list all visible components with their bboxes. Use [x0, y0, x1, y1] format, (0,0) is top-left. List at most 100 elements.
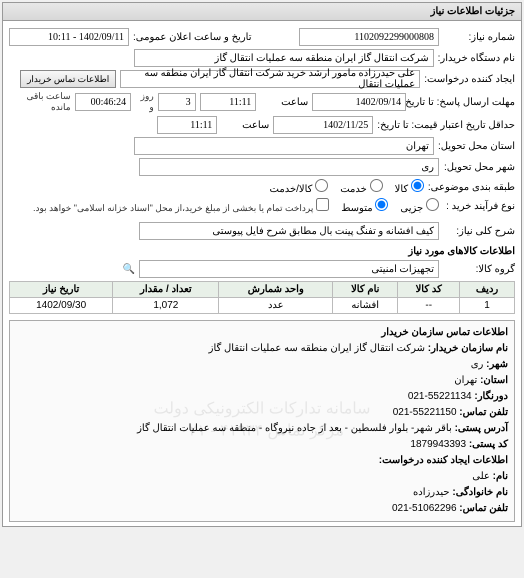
- procurement-note: پرداخت تمام یا بخشی از مبلغ خرید،از محل …: [33, 203, 313, 213]
- row-valid-until: حداقل تاریخ اعتبار قیمت: تا تاریخ: 1402/…: [9, 116, 515, 134]
- th-code: کد کالا: [398, 282, 460, 298]
- buyer-org-label: نام دستگاه خریدار:: [438, 53, 515, 64]
- table-row[interactable]: 1 -- افشانه عدد 1,072 1402/09/30: [10, 298, 515, 314]
- deadline-date-value: 1402/09/14: [312, 93, 406, 111]
- radio-small-label[interactable]: جزیی: [400, 198, 439, 214]
- req-last-label: نام خانوادگی:: [452, 487, 508, 498]
- req-phone-value: 51062296-021: [392, 503, 457, 514]
- th-name: نام کالا: [333, 282, 398, 298]
- org-address-label: آدرس پستی:: [455, 423, 508, 434]
- province-value: تهران: [134, 137, 434, 155]
- goods-group-value: تجهیزات امنیتی: [139, 260, 439, 278]
- deadline-time-label: ساعت: [260, 97, 308, 108]
- row-general-desc: شرح کلی نیاز: کیف افشانه و تفنگ پینت بال…: [9, 222, 515, 240]
- radio-medium[interactable]: [375, 198, 388, 211]
- contact-buyer-button[interactable]: اطلاعات تماس خریدار: [20, 70, 116, 88]
- radio-goods-service-text: کالا/خدمت: [270, 184, 313, 195]
- radio-goods-service-label[interactable]: کالا/خدمت: [270, 179, 329, 195]
- category-label: طبقه بندی موضوعی:: [428, 182, 515, 193]
- radio-goods-service[interactable]: [315, 179, 328, 192]
- contact-org-title: اطلاعات تماس سازمان خریدار: [381, 327, 508, 338]
- req-last-value: حیدرزاده: [413, 487, 450, 498]
- days-suffix: روز و: [135, 91, 154, 113]
- org-name-label: نام سازمان خریدار:: [428, 343, 508, 354]
- procurement-label: نوع فرآیند خرید :: [443, 201, 515, 212]
- watermark: سامانه تدارکات الکترونیکی دولت مرکز تماس…: [153, 399, 370, 444]
- cell-date: 1402/09/30: [10, 298, 113, 314]
- items-table-head: ردیف کد کالا نام کالا واحد شمارش تعداد /…: [10, 282, 515, 298]
- cell-qty: 1,072: [113, 298, 219, 314]
- cell-row: 1: [460, 298, 515, 314]
- row-city: شهر محل تحویل: ری: [9, 158, 515, 176]
- form-body: شماره نیاز: 1102092299000808 تاریخ و ساع…: [3, 21, 521, 526]
- req-first-label: نام:: [493, 471, 508, 482]
- general-desc-label: شرح کلی نیاز:: [443, 226, 515, 237]
- city-label: شهر محل تحویل:: [443, 162, 515, 173]
- deadline-label: مهلت ارسال پاسخ: تا تاریخ:: [410, 97, 515, 108]
- row-procurement: نوع فرآیند خرید : جزیی متوسط پرداخت تمام…: [9, 198, 515, 214]
- contact-requester-title: اطلاعات ایجاد کننده درخواست:: [379, 455, 508, 466]
- checkbox-treasury-label[interactable]: پرداخت تمام یا بخشی از مبلغ خرید،از محل …: [33, 198, 329, 214]
- req-phone-label: تلفن تماس:: [459, 503, 508, 514]
- row-need-no: شماره نیاز: 1102092299000808 تاریخ و ساع…: [9, 28, 515, 46]
- radio-small[interactable]: [426, 198, 439, 211]
- row-deadline: مهلت ارسال پاسخ: تا تاریخ: 1402/09/14 سا…: [9, 91, 515, 113]
- goods-group-label: گروه کالا:: [443, 264, 515, 275]
- org-postal-label: کد پستی:: [469, 439, 508, 450]
- valid-until-date-value: 1402/11/25: [273, 116, 373, 134]
- org-phone-label: تلفن تماس:: [459, 407, 508, 418]
- radio-service-text: خدمت: [340, 184, 367, 195]
- org-name-value: شرکت انتقال گاز ایران منطقه سه عملیات ان…: [209, 343, 425, 354]
- radio-small-text: جزیی: [400, 203, 423, 214]
- need-details-panel: جزئیات اطلاعات نیاز شماره نیاز: 11020922…: [2, 2, 522, 527]
- th-qty: تعداد / مقدار: [113, 282, 219, 298]
- org-fax-value: 55221134-021: [408, 391, 472, 402]
- general-desc-value: کیف افشانه و تفنگ پینت بال مطابق شرح فای…: [139, 222, 439, 240]
- cell-code: --: [398, 298, 460, 314]
- radio-goods-text: کالا: [395, 184, 409, 195]
- announce-label: تاریخ و ساعت اعلان عمومی:: [133, 32, 252, 43]
- req-first-value: علی: [472, 471, 490, 482]
- row-requester: ایجاد کننده درخواست: علی حیدرزاده مامور …: [9, 70, 515, 88]
- deadline-time-value: 11:11: [200, 93, 257, 111]
- need-no-value: 1102092299000808: [299, 28, 439, 46]
- checkbox-treasury[interactable]: [316, 198, 329, 211]
- valid-until-label: حداقل تاریخ اعتبار قیمت: تا تاریخ:: [377, 120, 515, 131]
- contact-org-block: سامانه تدارکات الکترونیکی دولت مرکز تماس…: [9, 320, 515, 522]
- valid-until-time-label: ساعت: [221, 120, 269, 131]
- days-left-value: 3: [158, 93, 196, 111]
- org-province-value: تهران: [454, 375, 477, 386]
- province-label: استان محل تحویل:: [438, 141, 515, 152]
- th-row: ردیف: [460, 282, 515, 298]
- radio-medium-label[interactable]: متوسط: [341, 198, 388, 214]
- org-province-label: استان:: [480, 375, 508, 386]
- items-table-body: 1 -- افشانه عدد 1,072 1402/09/30: [10, 298, 515, 314]
- search-icon[interactable]: [123, 264, 135, 275]
- org-fax-label: دورنگار:: [474, 391, 508, 402]
- radio-medium-text: متوسط: [341, 203, 372, 214]
- table-header-row: ردیف کد کالا نام کالا واحد شمارش تعداد /…: [10, 282, 515, 298]
- watermark-line1: سامانه تدارکات الکترونیکی دولت: [153, 401, 370, 418]
- requester-value: علی حیدرزاده مامور ارشد خرید شرکت انتقال…: [120, 70, 420, 88]
- announce-value: 1402/09/11 - 10:11: [9, 28, 129, 46]
- radio-service-label[interactable]: خدمت: [340, 179, 382, 195]
- panel-title: جزئیات اطلاعات نیاز: [3, 3, 521, 21]
- cell-name: افشانه: [333, 298, 398, 314]
- th-unit: واحد شمارش: [219, 282, 333, 298]
- radio-service[interactable]: [370, 179, 383, 192]
- requester-label: ایجاد کننده درخواست:: [424, 74, 515, 85]
- th-date: تاریخ نیاز: [10, 282, 113, 298]
- city-value: ری: [139, 158, 439, 176]
- cell-unit: عدد: [219, 298, 333, 314]
- radio-goods-label[interactable]: کالا: [395, 179, 424, 195]
- org-city-label: شهر:: [486, 359, 508, 370]
- items-table: ردیف کد کالا نام کالا واحد شمارش تعداد /…: [9, 281, 515, 314]
- remaining-suffix: ساعت باقی مانده: [9, 91, 71, 113]
- valid-until-time-value: 11:11: [157, 116, 217, 134]
- radio-goods[interactable]: [411, 179, 424, 192]
- row-category: طبقه بندی موضوعی: کالا خدمت کالا/خدمت: [9, 179, 515, 195]
- goods-section-title: اطلاعات کالاهای مورد نیاز: [9, 246, 515, 257]
- org-address-value: باقر شهر- بلوار فلسطین - بعد از جاده نیر…: [137, 423, 452, 434]
- time-left-value: 00:46:24: [75, 93, 132, 111]
- org-city-value: ری: [471, 359, 484, 370]
